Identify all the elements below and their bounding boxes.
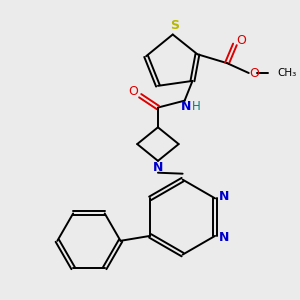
Text: S: S <box>170 19 179 32</box>
Text: N: N <box>153 161 163 174</box>
Text: N: N <box>182 100 192 113</box>
Text: O: O <box>250 67 260 80</box>
Text: N: N <box>219 190 229 203</box>
Text: O: O <box>128 85 138 98</box>
Text: H: H <box>192 100 201 113</box>
Text: CH₃: CH₃ <box>278 68 297 78</box>
Text: O: O <box>236 34 246 47</box>
Text: N: N <box>219 231 229 244</box>
